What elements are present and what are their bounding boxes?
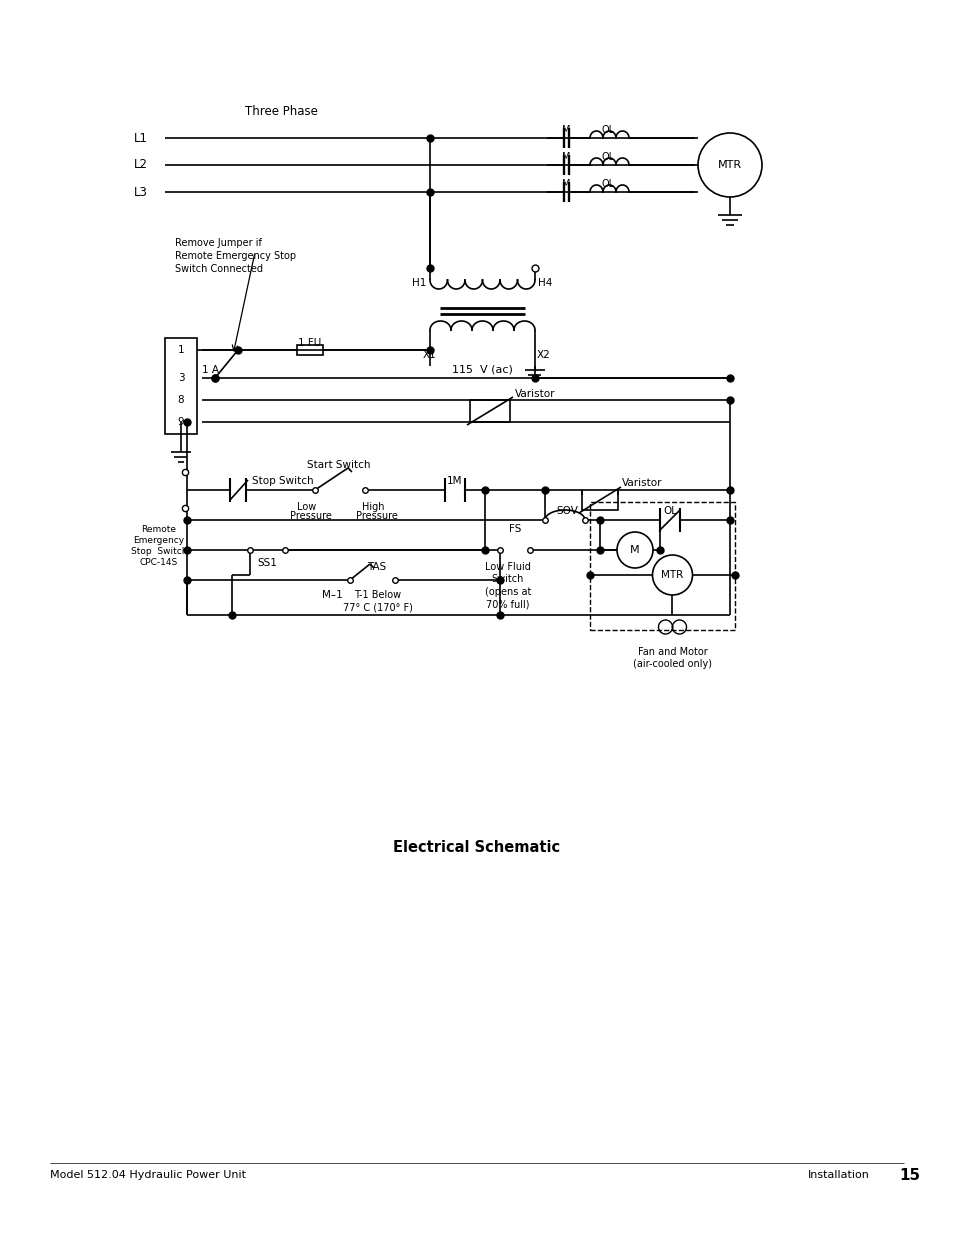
- Text: 1 A: 1 A: [202, 366, 219, 375]
- Text: X2: X2: [537, 350, 550, 359]
- Text: TAS: TAS: [367, 562, 386, 572]
- Text: Start Switch: Start Switch: [307, 459, 370, 471]
- Text: 15: 15: [898, 1167, 919, 1182]
- Text: Pressure: Pressure: [355, 511, 397, 521]
- Text: Stop Switch: Stop Switch: [252, 475, 314, 487]
- Text: High: High: [361, 501, 384, 513]
- Bar: [470, 400, 510, 422]
- Text: MTR: MTR: [718, 161, 741, 170]
- Text: OL: OL: [600, 179, 614, 189]
- Text: SOV: SOV: [556, 506, 578, 516]
- Bar: [296, 345, 323, 354]
- Text: Low Fluid
Switch
(opens at
70% full): Low Fluid Switch (opens at 70% full): [484, 562, 531, 609]
- Text: FS: FS: [508, 524, 520, 534]
- Text: M: M: [561, 125, 570, 135]
- Text: Three Phase: Three Phase: [245, 105, 317, 119]
- Text: Varistor: Varistor: [515, 389, 555, 399]
- Bar: [165, 338, 196, 433]
- Text: M: M: [630, 545, 639, 555]
- Text: 115  V (ac): 115 V (ac): [452, 364, 513, 374]
- Text: 9: 9: [177, 417, 184, 427]
- Text: Model 512.04 Hydraulic Power Unit: Model 512.04 Hydraulic Power Unit: [50, 1170, 246, 1179]
- Text: 1: 1: [177, 345, 184, 354]
- Text: M: M: [561, 179, 570, 189]
- Text: OL: OL: [600, 125, 614, 135]
- Text: Low: Low: [297, 501, 316, 513]
- Text: OL: OL: [600, 152, 614, 162]
- Text: Pressure: Pressure: [290, 511, 332, 521]
- Text: OL: OL: [662, 506, 677, 516]
- Text: Installation: Installation: [807, 1170, 869, 1179]
- Text: X1: X1: [423, 350, 436, 359]
- Text: L2: L2: [133, 158, 148, 172]
- Text: T-1 Below
77° C (170° F): T-1 Below 77° C (170° F): [343, 590, 413, 613]
- Text: Fan and Motor
(air-cooled only): Fan and Motor (air-cooled only): [633, 647, 711, 669]
- Text: 1M: 1M: [447, 475, 462, 487]
- Text: L1: L1: [133, 131, 148, 144]
- Text: 8: 8: [177, 395, 184, 405]
- Text: SS1: SS1: [256, 558, 276, 568]
- Text: 3: 3: [177, 373, 184, 383]
- Text: H1: H1: [411, 278, 426, 288]
- Text: Varistor: Varistor: [621, 478, 661, 488]
- Text: 1 FU: 1 FU: [298, 338, 321, 348]
- Text: L3: L3: [134, 185, 148, 199]
- Text: Remove Jumper if
Remote Emergency Stop
Switch Connected: Remove Jumper if Remote Emergency Stop S…: [174, 238, 295, 274]
- Text: MTR: MTR: [660, 571, 683, 580]
- Bar: [581, 490, 618, 510]
- Text: Electrical Schematic: Electrical Schematic: [393, 840, 560, 855]
- Text: Remote
Emergency
Stop  Switch
CPC-14S: Remote Emergency Stop Switch CPC-14S: [131, 525, 187, 567]
- Text: H4: H4: [537, 278, 552, 288]
- Bar: [589, 501, 734, 630]
- Text: M–1: M–1: [321, 590, 342, 600]
- Text: M: M: [561, 152, 570, 162]
